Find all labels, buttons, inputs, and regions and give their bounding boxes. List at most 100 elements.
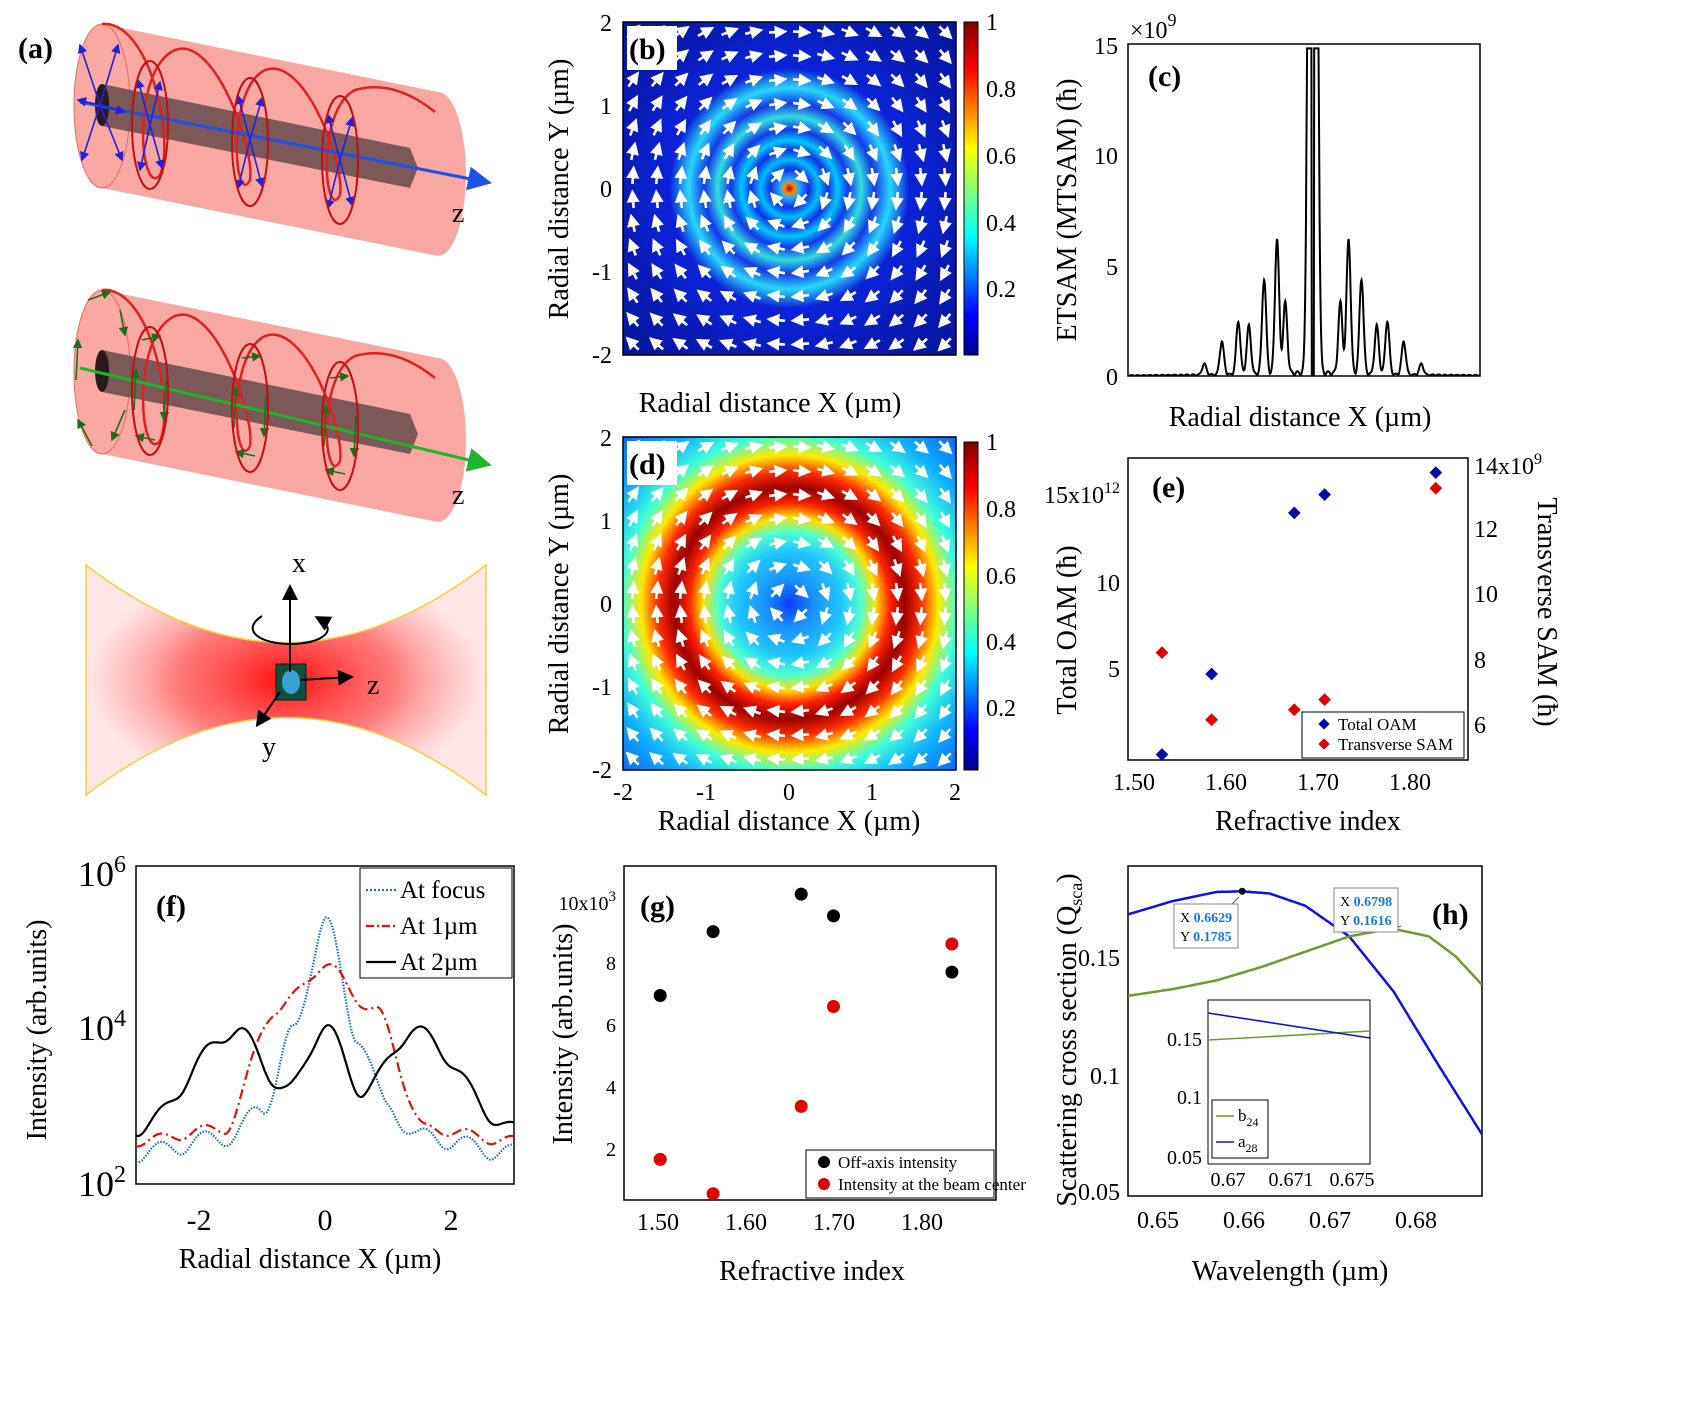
d-vector-arrow-73 (698, 557, 710, 575)
d-vector-arrow-70 (626, 556, 639, 576)
panel-f-frame (135, 865, 515, 1185)
d-vector-arrow-146 (766, 680, 786, 694)
h-datatip-1[interactable]: X 0.6629 Y 0.1785 (1173, 896, 1240, 949)
d-cb-3: 0.4 (986, 630, 1016, 656)
d-xtick-0: -2 (613, 780, 633, 806)
d-vector-arrow-173 (742, 729, 762, 742)
g-point-0-2 (794, 887, 808, 901)
h-inset-ytick-1: 0.1 (1177, 1087, 1202, 1109)
b-vector-arrow-181 (938, 313, 952, 329)
b-vector-arrow-180 (913, 313, 928, 328)
b-vector-arrow-184 (672, 337, 689, 351)
rod-mid-end (95, 350, 109, 392)
b-vector-arrow-19 (744, 50, 764, 63)
d-ytick-4: -2 (592, 758, 612, 784)
b-vector-arrow-61 (745, 122, 763, 135)
e-legend-1: Transverse SAM (1338, 735, 1453, 754)
b-vector-arrow-13 (938, 25, 953, 40)
cylinder-middle: z (72, 288, 492, 522)
b-vector-arrow-145 (743, 267, 761, 279)
b-vector-arrow-17 (697, 50, 714, 63)
g-legend-0: Off-axis intensity (838, 1153, 958, 1172)
e-point-0-1 (1205, 667, 1218, 681)
d-vector-arrow-191 (839, 752, 857, 765)
d-vector-arrow-180 (913, 728, 928, 743)
e-point-1-1 (1205, 713, 1218, 727)
d-vector-arrow-86 (674, 580, 688, 600)
d-ytick-1: 1 (600, 509, 612, 535)
d-vector-arrow-178 (864, 728, 881, 741)
d-vector-arrow-77 (793, 560, 812, 573)
e-ytick-r-3: 8 (1474, 648, 1486, 674)
h-xtick-2: 0.67 (1309, 1208, 1351, 1234)
b-vector-arrow-147 (790, 265, 810, 279)
b-vector-arrow-154 (627, 287, 640, 304)
h-ylabel: Scattering cross section (Qsca) (1052, 873, 1086, 1206)
g-point-1-4 (945, 937, 959, 951)
d-vector-arrow-69 (938, 535, 951, 553)
b-vector-arrow-54 (914, 96, 927, 113)
h-xtick-0: 0.65 (1137, 1208, 1179, 1234)
panel-c-frame (1127, 43, 1481, 377)
d-vector-arrow-135 (841, 656, 856, 671)
b-vector-arrow-89 (746, 165, 759, 185)
d-xtick-1: -1 (696, 780, 716, 806)
g-legend-box (805, 1149, 995, 1199)
g-markers (653, 887, 959, 1201)
d-vector-arrow-9 (841, 440, 859, 453)
d-vector-arrow-156 (673, 703, 688, 718)
b-vector-arrow-182 (625, 336, 640, 351)
b-vector-arrow-108 (866, 191, 880, 211)
d-vector-arrow-93 (842, 582, 855, 602)
e-point-0-0 (1155, 748, 1169, 761)
e-xtick-2: 1.70 (1297, 770, 1339, 796)
b-cb-3: 0.4 (986, 211, 1016, 237)
d-vector-arrow-20 (768, 464, 788, 478)
b-vector-arrow-43 (650, 95, 663, 112)
b-vector-arrow-106 (819, 191, 832, 211)
d-vector-arrow-62 (768, 537, 788, 550)
b-vector-arrow-65 (842, 121, 857, 136)
d-vector-arrow-91 (794, 584, 809, 599)
f-xtick-2: 2 (444, 1204, 459, 1237)
d-vector-arrow-53 (890, 511, 904, 528)
d-vector-arrow-29 (650, 486, 664, 503)
d-vector-arrow-129 (698, 654, 712, 671)
g-xlabel: Refractive index (719, 1256, 905, 1287)
panel-e-yticks-left: 15x1012 10 5 (1044, 480, 1120, 683)
b-vector-arrow-105 (793, 193, 808, 208)
d-vector-arrow-150 (865, 680, 880, 695)
d-vector-arrow-17 (697, 465, 714, 478)
d-vector-arrow-40 (914, 487, 928, 504)
panel-f: (f) 106 104 102 -2 0 2 Intensity (arb.un… (22, 852, 515, 1275)
d-ylabel: Radial distance Y (µm) (544, 474, 575, 735)
b-vector-arrow-189 (790, 337, 810, 351)
b-vector-arrow-123 (891, 215, 904, 235)
d-vector-arrow-184 (672, 752, 689, 766)
panel-c: (c) 15 10 5 0 ×109 ETSAM (MTSAM) (ħ) Rad… (1052, 10, 1481, 433)
b-vector-arrow-167 (939, 288, 952, 305)
d-vector-arrow-163 (839, 704, 857, 717)
h-datatip-2[interactable]: X 0.6798 Y 0.1616 (1333, 887, 1402, 933)
h-inset-xtick-1: 0.671 (1269, 1169, 1314, 1191)
d-vector-arrow-155 (650, 702, 664, 719)
d-vector-arrow-158 (719, 705, 737, 718)
b-vector-arrow-101 (698, 189, 712, 209)
d-vector-arrow-66 (866, 535, 880, 552)
panel-d-label-bg (627, 441, 677, 485)
d-vector-arrow-141 (651, 678, 664, 695)
b-cb-1: 0.8 (986, 77, 1016, 103)
c-ytick-2: 5 (1106, 255, 1118, 281)
b-ytick-2: 0 (600, 177, 612, 203)
b-vector-arrow-20 (768, 49, 788, 63)
b-vector-arrow-73 (698, 142, 710, 160)
e-ytick-l-0: 15x1012 (1044, 480, 1120, 509)
d-vector-arrow-160 (766, 704, 786, 718)
d-vector-arrow-120 (817, 632, 832, 647)
f-legend: At focus At 1µm At 2µm (359, 867, 513, 979)
h-datatip-2-box (1333, 887, 1399, 933)
b-vector-arrow-168 (626, 311, 640, 327)
b-vector-arrow-164 (864, 289, 881, 303)
d-colorbar (963, 441, 979, 771)
b-vector-arrow-5 (744, 26, 764, 39)
